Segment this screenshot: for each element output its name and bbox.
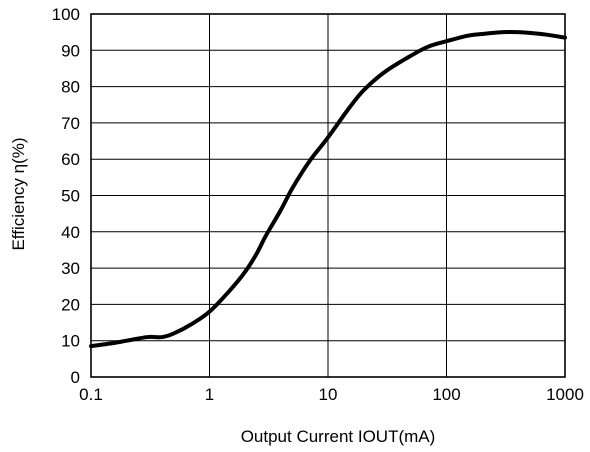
grid-layer: [90, 13, 566, 378]
y-tick-label-6: 60: [61, 150, 80, 169]
x-tick-label-1: 1: [205, 385, 214, 404]
y-tick-label-0: 0: [71, 368, 80, 387]
x-tick-label-3: 100: [432, 385, 460, 404]
y-tick-label-2: 20: [61, 295, 80, 314]
y-tick-label-4: 40: [61, 223, 80, 242]
y-tick-label-5: 50: [61, 187, 80, 206]
y-tick-label-8: 80: [61, 78, 80, 97]
y-tick-label-10: 100: [52, 5, 80, 24]
x-tick-layer: 0.1 1 10 100 1000: [79, 385, 584, 404]
x-tick-label-2: 10: [319, 385, 338, 404]
y-axis-title: Efficiency η(%): [9, 137, 28, 250]
frame-layer: [90, 13, 566, 378]
y-tick-label-1: 10: [61, 332, 80, 351]
y-tick-layer: 0 10 20 30 40 50 60 70 80 90 100: [52, 5, 80, 387]
plot-frame: [90, 13, 566, 378]
efficiency-series-line-0: [89, 29, 567, 349]
y-tick-label-3: 30: [61, 259, 80, 278]
x-tick-label-4: 1000: [546, 385, 584, 404]
y-tick-label-7: 70: [61, 114, 80, 133]
x-tick-label-0: 0.1: [79, 385, 103, 404]
series-layer: [89, 29, 567, 349]
y-tick-label-9: 90: [61, 41, 80, 60]
x-axis-title: Output Current IOUT(mA): [241, 427, 436, 446]
